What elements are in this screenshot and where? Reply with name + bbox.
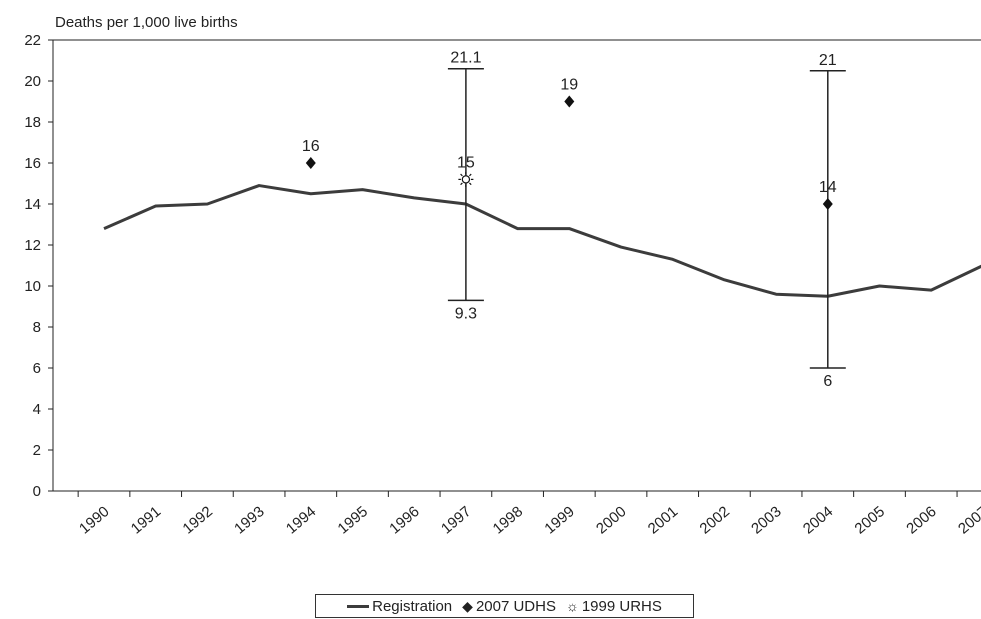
sun-ray [460, 173, 463, 177]
ticks: 0 2 4 6 8 10 12 14 16 18 20 22 1990 1991 1992 1993 1994 1… [24, 32, 981, 538]
point-value-label: 15 [457, 154, 475, 171]
diamond-icon: ◆ [462, 598, 473, 614]
y-tick-label: 12 [24, 237, 41, 254]
y-tick-label: 16 [24, 155, 41, 172]
sun-ray [460, 182, 463, 186]
x-tick-label: 1990 [76, 503, 112, 537]
y-tick-label: 0 [33, 483, 41, 500]
x-tick-label: 2001 [645, 503, 681, 537]
x-tick-label: 2004 [800, 503, 836, 537]
point-value-label: 16 [302, 138, 320, 155]
y-tick-label: 22 [24, 32, 41, 49]
error-low-label: 6 [823, 373, 832, 390]
sun-core [461, 175, 471, 184]
x-tick-label: 2006 [903, 503, 939, 537]
legend-item-urhs: ☼ 1999 URHS [566, 598, 662, 615]
y-tick-label: 2 [33, 442, 41, 459]
x-tick-label: 1991 [128, 503, 164, 537]
x-tick-label: 2005 [852, 503, 888, 537]
point-value-label: 14 [819, 179, 837, 196]
udhs-point [305, 157, 316, 169]
udhs-point [564, 95, 575, 108]
legend-label-urhs: 1999 URHS [581, 597, 662, 615]
series-layer: 16 19 21 6 14 21.1 9.3 15 [103, 50, 981, 390]
y-tick-label: 10 [24, 278, 41, 295]
chart: Deaths per 1,000 live births 0 2 4 6 8 10 12 14… [24, 14, 981, 538]
sun-icon: ☼ [565, 598, 579, 614]
y-tick-label: 20 [24, 73, 41, 90]
y-tick-label: 8 [33, 319, 41, 336]
x-tick-label: 1992 [179, 503, 215, 537]
x-tick-label: 1996 [386, 503, 422, 537]
y-tick-label: 6 [33, 360, 41, 377]
y-tick-label: 4 [33, 401, 41, 418]
urhs-point [458, 171, 474, 187]
x-tick-label: 1998 [490, 503, 526, 537]
legend-label-udhs: 2007 UDHS [475, 597, 556, 615]
x-tick-label: 1999 [541, 503, 577, 537]
x-tick-label: 2000 [593, 503, 629, 537]
x-tick-label: 2007 [955, 503, 981, 537]
sun-ray [469, 182, 472, 186]
sun-ray [469, 173, 472, 177]
x-tick-label: 2003 [748, 503, 784, 537]
x-tick-label: 1993 [231, 503, 267, 537]
x-tick-label: 2002 [696, 503, 732, 537]
legend-item-udhs: ◆ 2007 UDHS [462, 598, 556, 615]
x-tick-label: 1994 [283, 503, 319, 537]
point-value-label: 19 [560, 77, 578, 94]
legend-label-registration: Registration [372, 597, 453, 615]
y-tick-label: 18 [24, 114, 41, 131]
udhs-point [822, 198, 833, 210]
line-swatch-icon [347, 604, 370, 608]
error-high-label: 21.1 [450, 50, 481, 67]
y-axis-label: Deaths per 1,000 live births [55, 14, 238, 31]
y-tick-label: 14 [24, 196, 41, 213]
legend: Registration ◆ 2007 UDHS ☼ 1999 URHS [315, 594, 694, 618]
error-low-label: 9.3 [455, 305, 477, 322]
legend-item-registration: Registration [347, 598, 452, 615]
x-tick-label: 1997 [438, 503, 474, 537]
axes [52, 39, 981, 492]
registration-line [103, 184, 981, 298]
error-high-label: 21 [819, 52, 837, 69]
x-tick-label: 1995 [335, 503, 371, 537]
